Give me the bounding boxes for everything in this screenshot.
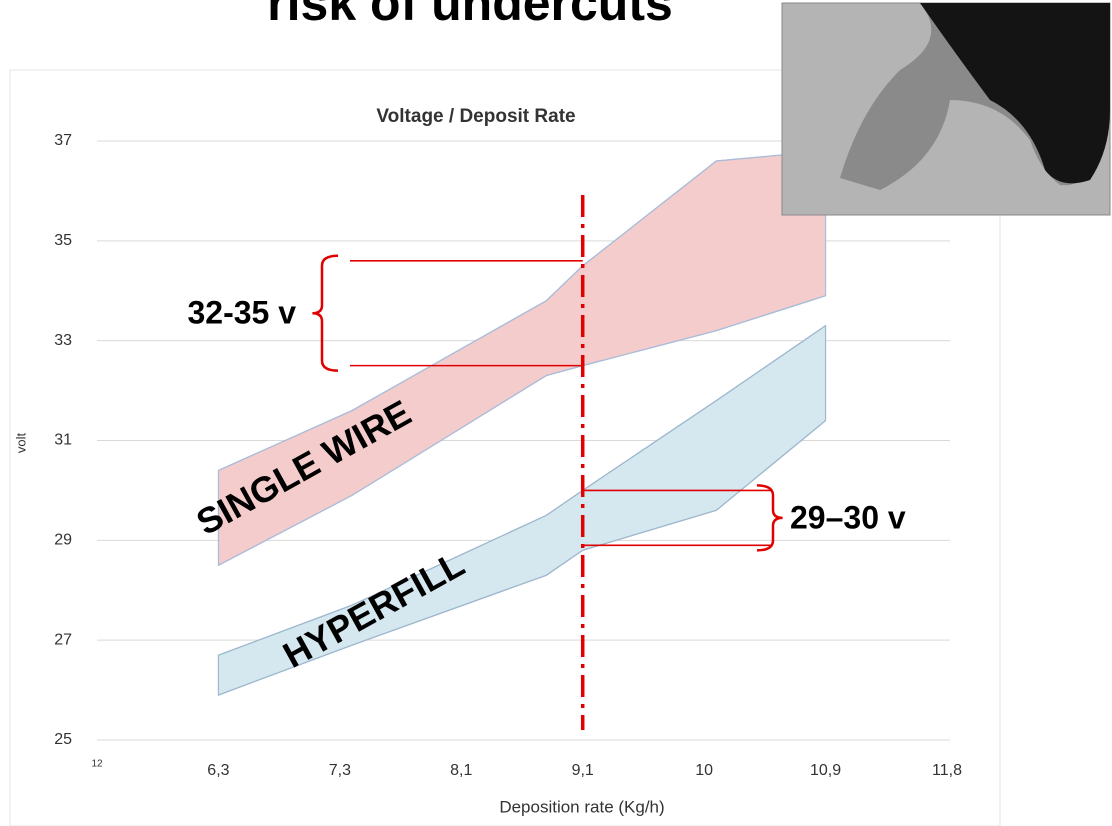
y-tick-label: 31 — [54, 432, 72, 449]
x-axis-label: Deposition rate (Kg/h) — [499, 797, 664, 816]
y-tick-label: 35 — [54, 232, 72, 249]
chart-title: Voltage / Deposit Rate — [376, 106, 575, 127]
y-tick-label: 27 — [54, 631, 72, 648]
y-tick-label: 25 — [54, 731, 72, 748]
x-tick-label: 6,3 — [207, 762, 229, 779]
x-tick-label: 8,1 — [450, 762, 472, 779]
y-tick-label: 29 — [54, 532, 72, 549]
slide-heading: risk of undercuts — [267, 0, 673, 31]
x-tick-label: 7,3 — [329, 762, 351, 779]
x-tick-label: 11,8 — [932, 762, 962, 779]
page: risk of undercuts Voltage / Deposit Rate… — [0, 0, 1112, 826]
weld-photo — [782, 3, 1110, 215]
y-axis-label: volt — [13, 432, 28, 453]
y-tick-label: 37 — [54, 132, 72, 149]
x-tick-label: 10 — [695, 762, 713, 779]
x-tick-label: 10,9 — [810, 762, 841, 779]
x-tick-label: 12 — [91, 759, 103, 770]
annotation-text: 29–30 v — [790, 499, 906, 535]
annotation-text: 32-35 v — [187, 295, 296, 331]
y-tick-label: 33 — [54, 332, 72, 349]
x-tick-label: 9,1 — [572, 762, 594, 779]
